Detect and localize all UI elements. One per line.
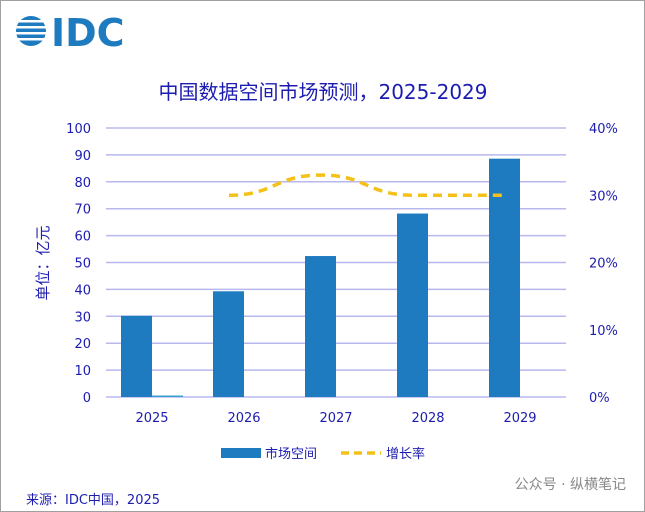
y2-tick-label: 0% — [589, 391, 610, 406]
bar — [397, 213, 428, 397]
chart-title: 中国数据空间市场预测，2025-2029 — [158, 80, 487, 104]
y2-tick-label: 20% — [589, 257, 618, 272]
bar-growth-2025 — [152, 395, 183, 397]
y-tick-label: 70 — [74, 203, 91, 218]
x-tick-label: 2025 — [135, 411, 168, 426]
logo-text: IDC — [51, 11, 125, 55]
y-tick-label: 20 — [74, 337, 91, 352]
y-tick-label: 0 — [83, 391, 91, 406]
y2-tick-label: 10% — [589, 324, 618, 339]
globe-icon — [14, 16, 48, 46]
y-tick-label: 90 — [74, 149, 91, 164]
legend-bar-label: 市场空间 — [265, 446, 317, 462]
y2-tick-label: 30% — [589, 189, 618, 204]
idc-logo: IDC — [14, 11, 125, 55]
x-tick-label: 2026 — [227, 411, 260, 426]
legend-bar-swatch — [221, 448, 261, 458]
y-tick-label: 60 — [74, 230, 91, 245]
watermark: 公众号 · 纵横笔记 — [515, 477, 626, 493]
x-tick-label: 2028 — [411, 411, 444, 426]
y-axis-label: 单位：亿元 — [34, 225, 52, 300]
y-tick-label: 100 — [66, 122, 91, 137]
x-tick-label: 2029 — [503, 411, 536, 426]
source-note: 来源：IDC中国，2025 — [26, 493, 160, 508]
bar — [489, 158, 520, 397]
x-tick-label: 2027 — [319, 411, 352, 426]
y-tick-label: 80 — [74, 176, 91, 191]
bar — [121, 315, 152, 397]
legend: 市场空间 增长率 — [221, 446, 425, 462]
y-tick-label: 40 — [74, 283, 91, 298]
bar — [305, 256, 336, 397]
y-tick-label: 50 — [74, 257, 91, 272]
growth-rate-line — [228, 173, 505, 198]
legend-line-label: 增长率 — [386, 446, 425, 462]
y2-tick-label: 40% — [589, 122, 618, 137]
y-tick-label: 30 — [74, 310, 91, 325]
bar — [213, 291, 244, 397]
y-tick-label: 10 — [74, 364, 91, 379]
